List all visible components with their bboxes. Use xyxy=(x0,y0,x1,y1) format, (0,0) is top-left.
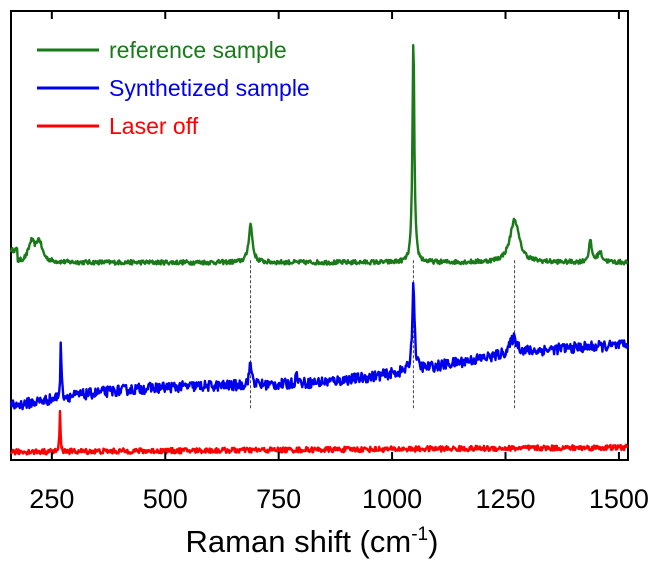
x-tick-label-500: 500 xyxy=(143,484,188,514)
series-line-2 xyxy=(9,281,629,411)
legend: reference sample Synthetized sample Laser … xyxy=(37,37,310,139)
x-tick-label-750: 750 xyxy=(256,484,301,514)
x-tick-label-250: 250 xyxy=(29,484,74,514)
series-line-1 xyxy=(9,44,629,266)
legend-label-3: Laser off xyxy=(109,113,199,139)
x-tick-label-1250: 1250 xyxy=(475,484,535,514)
plot-frame xyxy=(10,10,629,461)
x-axis-label: Raman shift (cm-1) xyxy=(186,524,439,559)
x-axis-ticks: 250 500 750 1000 1250 1500 xyxy=(29,11,649,514)
series-group xyxy=(9,44,629,456)
x-tick-label-1500: 1500 xyxy=(589,484,649,514)
x-tick-label-1000: 1000 xyxy=(362,484,422,514)
series-line-3 xyxy=(9,409,629,456)
legend-label-1: reference sample xyxy=(109,37,287,63)
legend-label-2: Synthetized sample xyxy=(109,75,310,101)
